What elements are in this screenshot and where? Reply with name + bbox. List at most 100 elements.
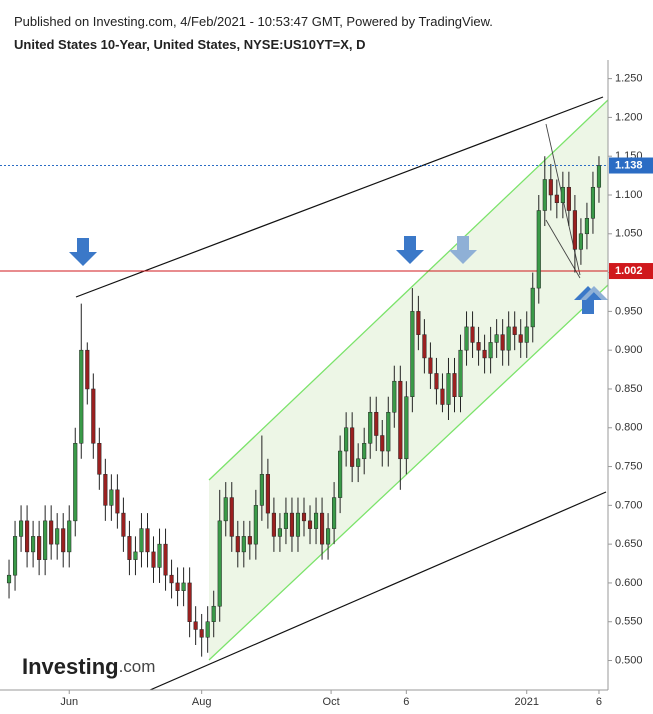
candle-body — [67, 520, 72, 553]
candle-body — [163, 543, 168, 576]
trend-upper — [75, 96, 604, 298]
arrow-down — [69, 238, 97, 266]
trend-lower — [149, 491, 607, 690]
y-tick-label: 0.650 — [615, 538, 643, 550]
candle-body — [6, 574, 12, 584]
candle-body — [530, 287, 535, 328]
candle-body — [518, 334, 523, 343]
x-tick-label: 2021 — [514, 696, 538, 708]
arrows — [69, 236, 608, 314]
chart-title: United States 10-Year, United States, NY… — [14, 37, 366, 52]
candle-body — [307, 520, 313, 529]
candle-body — [241, 536, 246, 553]
candle-body — [109, 489, 114, 506]
y-tick-label: 0.500 — [615, 654, 643, 666]
candle-body — [97, 443, 102, 475]
candle-body — [506, 326, 511, 351]
candle-body — [458, 349, 463, 397]
candle-body — [271, 512, 276, 537]
candle-body — [139, 528, 144, 553]
candle-body — [235, 536, 240, 553]
candle-body — [356, 458, 361, 467]
candle-body — [91, 388, 96, 444]
candle-body — [422, 334, 427, 359]
candle-body — [223, 497, 228, 522]
candle-body — [512, 326, 517, 335]
y-tick-label: 0.550 — [615, 616, 643, 628]
candle-body — [338, 450, 343, 498]
x-tick-label: Oct — [323, 696, 340, 708]
y-tick-label: 1.100 — [615, 189, 643, 201]
candle-body — [476, 342, 481, 351]
candle-body — [362, 443, 367, 460]
x-tick-label: Aug — [192, 696, 212, 708]
candle-body — [121, 512, 126, 537]
y-tick-label: 1.200 — [615, 111, 643, 123]
candle-body — [85, 349, 90, 390]
drawings — [75, 96, 608, 690]
candle-body — [19, 520, 24, 537]
candle-body — [133, 551, 138, 560]
candle-body — [404, 396, 409, 460]
last-price-tag-label: 1.138 — [615, 159, 643, 171]
candle-body — [277, 528, 282, 537]
candle-body — [542, 179, 547, 211]
logo-brand: Investing — [22, 654, 119, 679]
candle-body — [584, 218, 589, 235]
candle-body — [368, 411, 373, 444]
y-tick-label: 0.950 — [615, 305, 643, 317]
candle-body — [301, 512, 307, 522]
candle-body — [470, 326, 475, 343]
channel-upper — [208, 99, 608, 481]
published-note: Published on Investing.com, 4/Feb/2021 -… — [14, 14, 493, 29]
candle-body — [554, 194, 559, 204]
candle-body — [145, 528, 150, 553]
candle-body — [386, 411, 391, 452]
candle-body — [73, 443, 78, 522]
candle-body — [295, 512, 301, 537]
candle-body — [452, 373, 457, 397]
candle-body — [229, 497, 234, 537]
candle-body — [175, 582, 180, 591]
y-tick-label: 0.600 — [615, 577, 643, 589]
candle-body — [524, 326, 529, 343]
pennant-line — [545, 219, 581, 279]
candle-body — [494, 334, 499, 343]
level-tag-label: 1.002 — [615, 265, 643, 277]
x-tick-label: Jun — [60, 696, 78, 708]
candle-body — [428, 357, 433, 374]
y-tick-label: 0.900 — [615, 344, 643, 356]
x-tick-label: 6 — [403, 696, 409, 708]
candle-body — [440, 388, 445, 405]
y-tick-label: 0.800 — [615, 422, 643, 434]
candle-body — [151, 551, 156, 568]
y-tick-label: 0.700 — [615, 499, 643, 511]
candle-body — [320, 512, 325, 545]
y-tick-label: 0.750 — [615, 460, 643, 472]
candle-body — [193, 621, 198, 630]
candle-body — [49, 520, 54, 545]
candle-body — [259, 474, 264, 506]
candle-body — [500, 334, 505, 351]
candle-body — [380, 435, 385, 452]
candle-body — [596, 165, 602, 188]
arrow-down — [396, 236, 424, 264]
candle-body — [115, 489, 120, 514]
candle-body — [578, 233, 583, 250]
channel-lower — [208, 284, 608, 661]
candle-body — [37, 536, 42, 560]
candle-body — [536, 210, 541, 289]
candle-body — [548, 179, 553, 196]
candle-body — [157, 543, 162, 568]
candle-body — [482, 349, 487, 359]
candle-body — [289, 512, 295, 537]
candle-body — [43, 520, 48, 560]
candle-body — [350, 427, 355, 467]
candle-body — [326, 528, 331, 545]
candle-body — [25, 520, 30, 553]
candle-body — [434, 373, 439, 390]
x-tick-label: 6 — [596, 696, 602, 708]
y-tick-label: 1.250 — [615, 73, 643, 85]
